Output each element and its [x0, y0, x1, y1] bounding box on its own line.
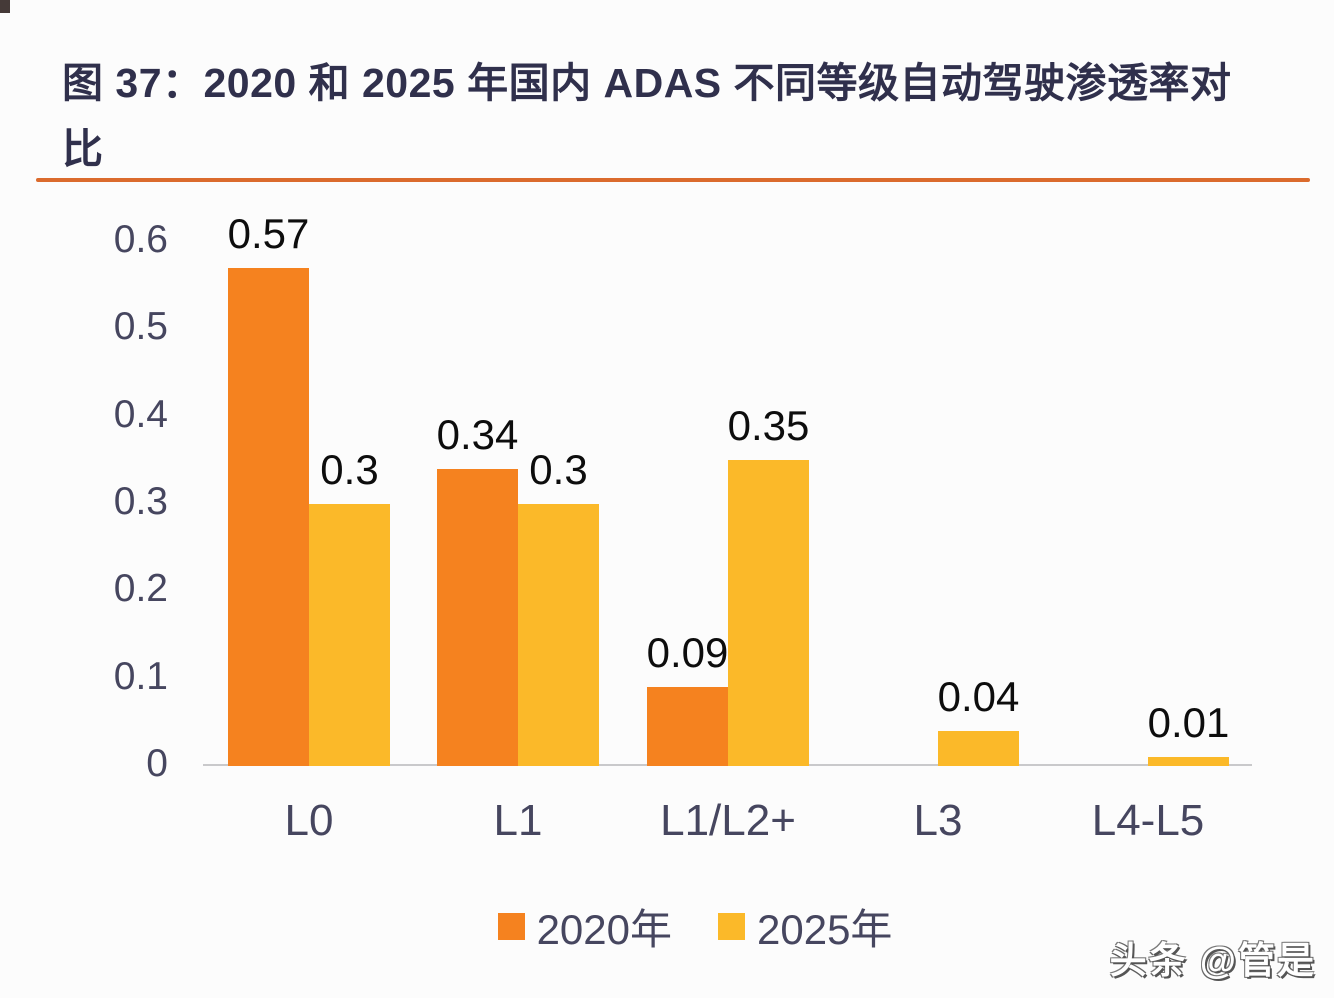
y-axis-tick-label: 0.6	[113, 218, 168, 262]
bar-value-label: 0.3	[529, 446, 588, 493]
y-axis-tick-label: 0.4	[113, 392, 168, 436]
watermark-text: 头条 @管是	[1109, 940, 1316, 981]
bar-2025年	[309, 504, 390, 766]
bar-value-label: 0.09	[646, 629, 729, 676]
bar-2020年	[647, 687, 728, 766]
x-axis-label-L1: L1	[493, 796, 543, 845]
title-divider-rule	[36, 178, 1310, 182]
bar-2025年	[518, 504, 599, 766]
y-axis-tick-label: 0.5	[113, 305, 168, 349]
x-axis-label-L1/L2+: L1/L2+	[660, 796, 796, 845]
bar-value-label: 0.04	[937, 673, 1020, 720]
bar-2025年	[1148, 757, 1229, 766]
figure-title: 图 37：2020 和 2025 年国内 ADAS 不同等级自动驾驶渗透率对比	[62, 60, 1232, 173]
legend-swatch	[718, 912, 745, 940]
chart-legend: 2020年 2025年	[56, 900, 1334, 953]
bar-2025年	[938, 731, 1019, 766]
bar-value-label: 0.01	[1147, 699, 1230, 746]
bar-2020年	[228, 268, 309, 766]
legend-item-2020年: 2020年	[497, 896, 672, 957]
bar-value-label: 0.57	[227, 210, 310, 257]
page-corner-artifact	[0, 0, 10, 13]
y-axis-tick-label: 0.2	[113, 567, 168, 611]
bar-2020年	[437, 469, 518, 766]
y-axis-tick-label: 0.1	[113, 654, 168, 698]
bar-value-label: 0.35	[727, 402, 810, 449]
bar-value-label: 0.3	[320, 446, 379, 493]
x-axis-label-L0: L0	[284, 796, 334, 845]
x-axis-label-L3: L3	[913, 796, 963, 845]
legend-item-2025年: 2025年	[718, 896, 892, 957]
bar-value-label: 0.34	[436, 411, 519, 458]
x-axis-label-L4-L5: L4-L5	[1091, 796, 1205, 845]
legend-swatch	[497, 912, 525, 940]
y-axis-tick-label: 0	[146, 742, 168, 786]
bar-2025年	[728, 460, 809, 766]
y-axis-tick-label: 0.3	[113, 480, 168, 524]
legend-label: 2025年	[757, 905, 893, 953]
legend-label: 2020年	[536, 905, 672, 953]
